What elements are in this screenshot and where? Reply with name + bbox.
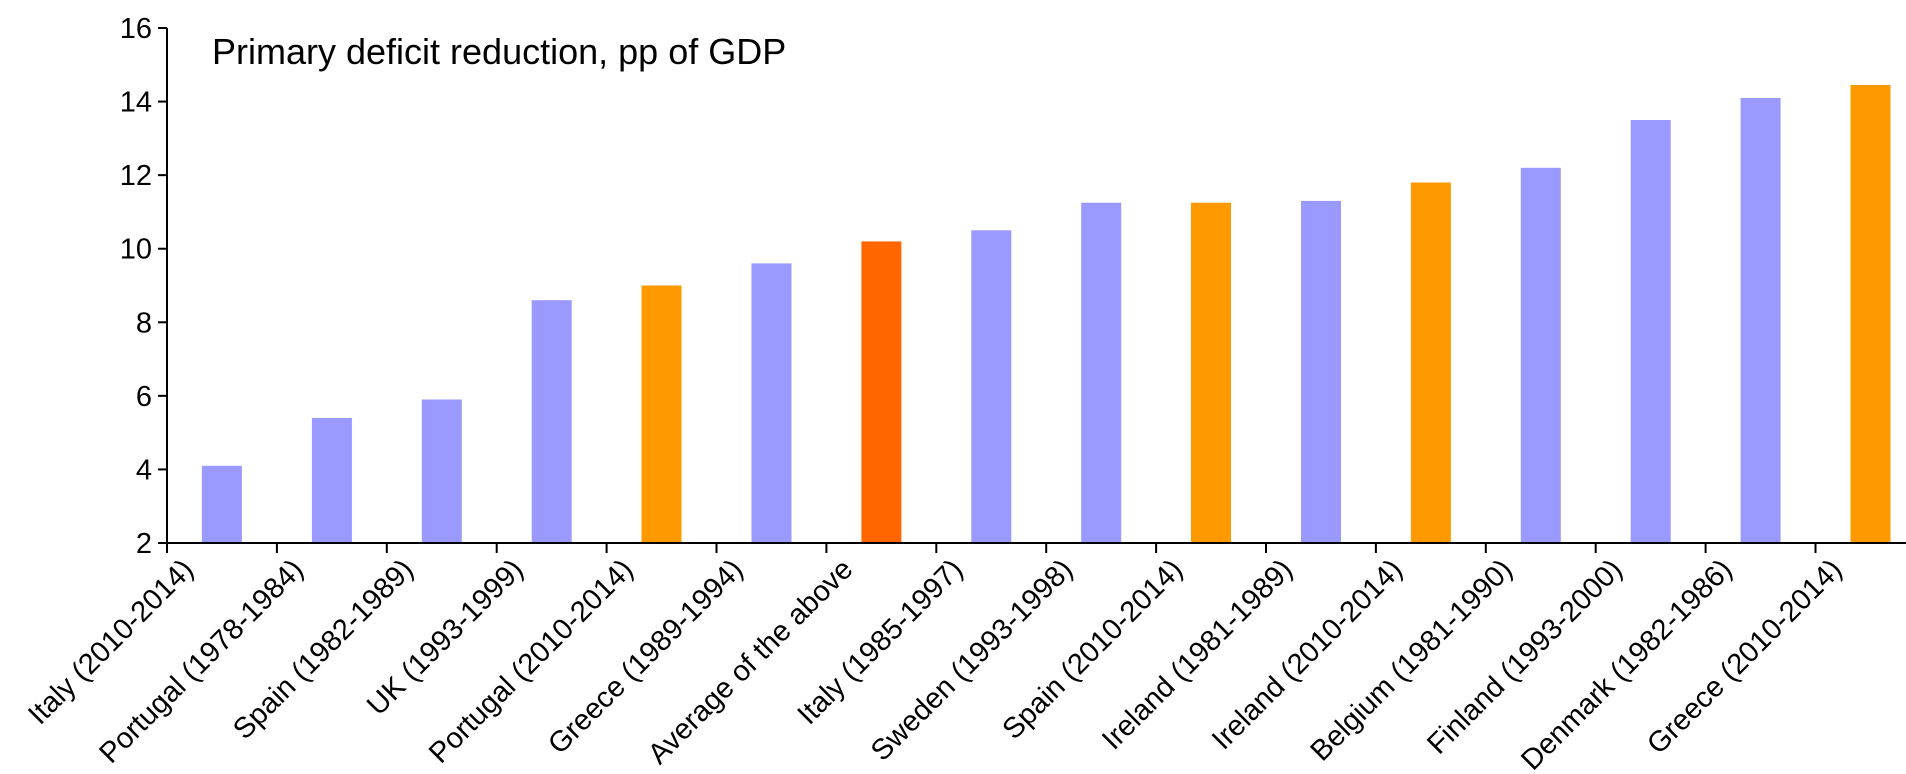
x-category-label: Average of the above (642, 553, 859, 770)
bar-15 (1740, 97, 1781, 544)
bar-9 (1081, 202, 1122, 543)
x-category-label: Denmark (1982-1986) (1515, 553, 1738, 774)
x-category-label: Belgium (1981-1990) (1305, 553, 1519, 767)
y-tick-label: 10 (120, 234, 152, 266)
x-category-label: Portugal (1978-1984) (93, 553, 309, 769)
bar-14 (1630, 120, 1671, 543)
bar-11 (1301, 200, 1341, 543)
bar-13 (1520, 167, 1561, 544)
bar-3 (421, 399, 462, 543)
x-category-label: Ireland (1981-1989) (1096, 553, 1299, 756)
x-category-label: Portugal (2010-2014) (423, 553, 639, 769)
chart-title: Primary deficit reduction, pp of GDP (212, 31, 786, 72)
y-tick-label: 12 (120, 160, 152, 192)
x-category-label: Greece (1989-1994) (542, 553, 749, 760)
x-category-label: Spain (2010-2014) (997, 553, 1189, 745)
y-tick-label: 8 (136, 307, 152, 339)
x-category-label: Greece (2010-2014) (1641, 553, 1848, 760)
x-category-label: Finland (1993-2000) (1421, 553, 1628, 760)
y-tick-label: 4 (136, 454, 152, 486)
x-category-label: Ireland (2010-2014) (1206, 553, 1409, 756)
bar-1 (201, 465, 242, 544)
bar-12 (1410, 182, 1451, 543)
x-category-label: Spain (1982-1989) (227, 553, 419, 745)
bar-16 (1850, 85, 1891, 543)
x-category-label: Sweden (1993-1998) (865, 553, 1079, 767)
y-tick-label: 6 (136, 381, 152, 413)
y-tick-label: 14 (120, 87, 152, 119)
y-tick-label: 16 (120, 13, 152, 45)
bar-8 (971, 230, 1012, 544)
bar-4 (531, 300, 572, 543)
bar-10 (1191, 202, 1231, 543)
bar-2 (311, 417, 352, 543)
y-tick-label: 2 (136, 528, 152, 560)
bar-6 (751, 263, 792, 543)
bar-7 (861, 241, 902, 543)
bar-5 (641, 285, 682, 543)
